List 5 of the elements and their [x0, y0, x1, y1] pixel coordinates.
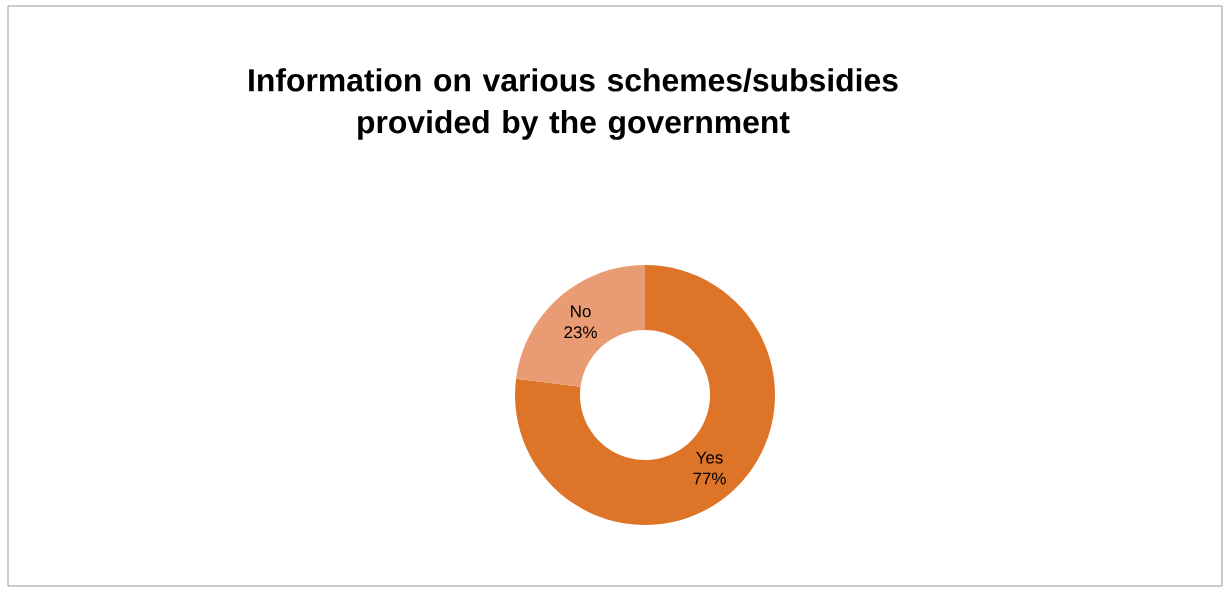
slice-label: No	[571, 305, 591, 318]
chart-title: Information on various schemes/subsidies provided by the government	[249, 68, 898, 140]
data-label: 77%	[693, 472, 726, 485]
slice-label: Yes	[696, 451, 723, 464]
data-label: 23%	[564, 326, 597, 339]
